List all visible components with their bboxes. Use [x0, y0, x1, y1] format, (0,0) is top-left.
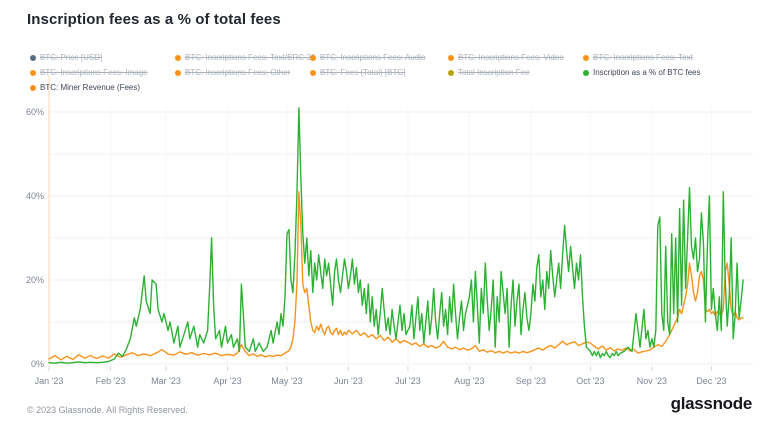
legend-item-inscriptions-fees-audio[interactable]: BTC: Inscriptions Fees: Audio [310, 53, 448, 62]
legend-item-inscriptions-fees-text[interactable]: BTC: Inscriptions Fees: Text [583, 53, 756, 62]
x-tick-label: Jun '23 [334, 376, 363, 386]
x-tick-label: Sep '23 [516, 376, 546, 386]
x-tick-label: Aug '23 [454, 376, 484, 386]
x-tick-label: Feb '23 [96, 376, 126, 386]
x-tick-label: Mar '23 [151, 376, 181, 386]
glassnode-logo: glassnode [670, 394, 753, 413]
legend-item-inscriptions-fees-image[interactable]: BTC: Inscriptions Fees: Image [30, 68, 175, 77]
y-tick-label: 40% [26, 191, 44, 201]
series-color-dot [448, 69, 454, 76]
x-tick-label: Dec '23 [696, 376, 726, 386]
series-line-green [48, 107, 744, 364]
series-color-dot [310, 54, 316, 61]
series-color-dot [583, 69, 589, 76]
legend-item-miner-revenue-fees[interactable]: BTC: Miner Revenue (Fees) [30, 83, 175, 92]
legend-item-fees-total-btc[interactable]: BTC: Fees (Total) [BTC] [310, 68, 448, 77]
x-tick-label: Nov '23 [637, 376, 667, 386]
series-color-dot [583, 54, 589, 61]
chart-legend: BTC: Price [USD] BTC: Inscriptions Fees:… [30, 53, 756, 92]
series-color-dot [30, 84, 36, 91]
y-tick-label: 60% [26, 107, 44, 117]
series-color-dot [175, 69, 181, 76]
series-line-orange [48, 191, 744, 361]
series-color-dot [30, 54, 36, 61]
series-color-dot [30, 69, 36, 76]
legend-item-total-inscription-fee[interactable]: Total Inscription Fee [448, 68, 583, 77]
x-tick-label: May '23 [271, 376, 302, 386]
x-tick-label: Jul '23 [395, 376, 421, 386]
x-tick-label: Oct '23 [576, 376, 604, 386]
legend-item-inscriptions-fees-video[interactable]: BTC: Inscriptions Fees: Video [448, 53, 583, 62]
series-color-dot [175, 54, 181, 61]
series-color-dot [310, 69, 316, 76]
series-color-dot [448, 54, 454, 61]
legend-item-btc-price-usd[interactable]: BTC: Price [USD] [30, 53, 175, 62]
chart-title: Inscription fees as a % of total fees [27, 11, 281, 28]
x-tick-label: Jan '23 [35, 376, 64, 386]
legend-item-inscriptions-fees-text-brc20[interactable]: BTC: Inscriptions Fees: Text/BRC-20 [175, 53, 316, 62]
legend-item-inscriptions-fees-other[interactable]: BTC: Inscriptions Fees: Other [175, 68, 310, 77]
y-tick-label: 0% [31, 359, 44, 369]
x-tick-label: Apr '23 [213, 376, 241, 386]
copyright-text: © 2023 Glassnode. All Rights Reserved. [27, 405, 188, 415]
legend-item-inscription-pct-of-btc-fees[interactable]: Inscription as a % of BTC fees [583, 68, 756, 77]
y-tick-label: 20% [26, 275, 44, 285]
